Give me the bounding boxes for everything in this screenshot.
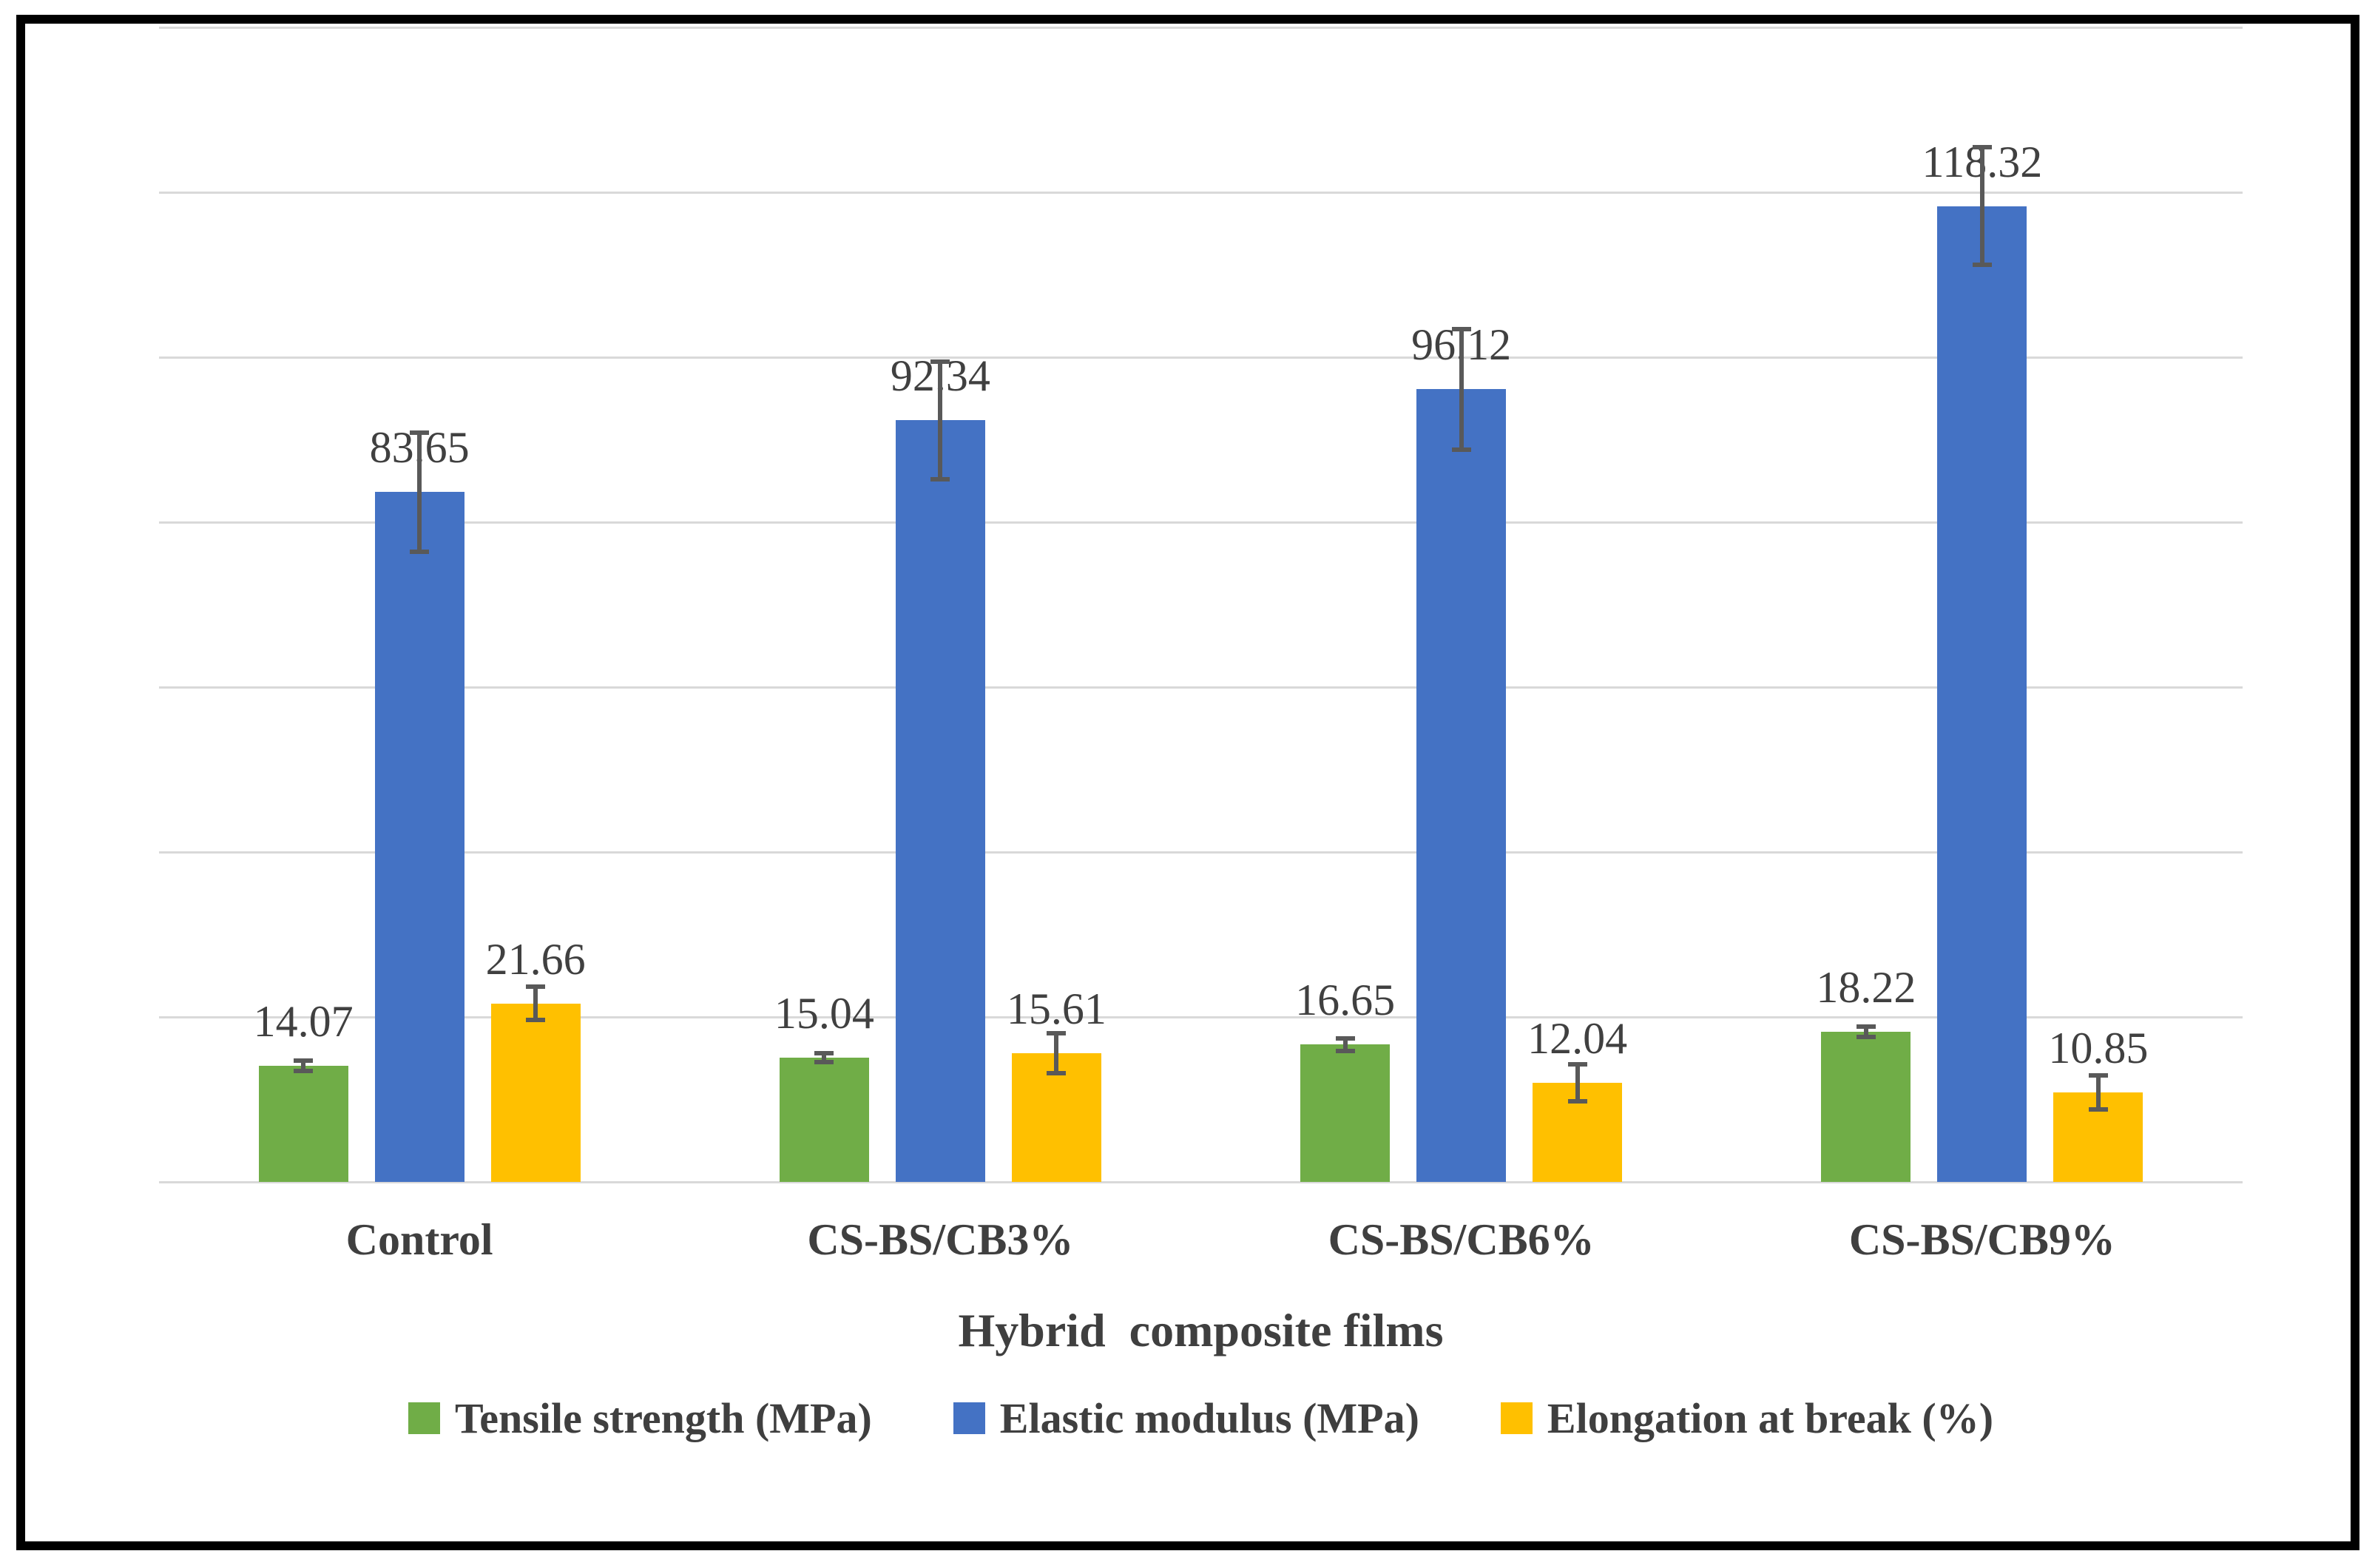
gridline bbox=[159, 1180, 2243, 1183]
error-bar-stem bbox=[1054, 1030, 1059, 1076]
error-bar-cap bbox=[1047, 1071, 1067, 1076]
error-bar-cap bbox=[1047, 1030, 1067, 1035]
error-bar bbox=[1047, 1030, 1067, 1076]
data-label: 16.65 bbox=[1295, 976, 1396, 1025]
legend-swatch bbox=[1500, 1402, 1533, 1435]
error-bar bbox=[410, 430, 430, 554]
bar bbox=[1300, 1044, 1391, 1182]
bar bbox=[1416, 389, 1507, 1182]
bar bbox=[895, 420, 985, 1182]
data-label: 14.07 bbox=[253, 997, 354, 1047]
error-bar-stem bbox=[1863, 1024, 1868, 1039]
data-label: 12.04 bbox=[1527, 1013, 1628, 1063]
x-axis-category-labels: Control CS-BS/CB3% CS-BS/CB6% CS-BS/CB9% bbox=[159, 1214, 2243, 1265]
legend-swatch bbox=[408, 1402, 440, 1435]
error-bar-cap bbox=[410, 549, 430, 554]
data-label: 18.22 bbox=[1816, 962, 1916, 1012]
error-bar-stem bbox=[417, 430, 422, 554]
error-bar bbox=[1972, 145, 1992, 268]
data-label: 10.85 bbox=[2048, 1024, 2149, 1073]
error-bar-cap bbox=[1972, 145, 1992, 150]
bar-group: 15.04 92.34 15.61 bbox=[680, 27, 1200, 1182]
gridline bbox=[159, 191, 2243, 194]
error-bar-cap bbox=[814, 1060, 834, 1065]
error-bar-stem bbox=[1342, 1036, 1348, 1053]
legend-label: Elongation at break (%) bbox=[1547, 1394, 1994, 1442]
error-bar-cap bbox=[410, 430, 430, 435]
error-bar-cap bbox=[2088, 1073, 2108, 1078]
category-label: CS-BS/CB6% bbox=[1328, 1215, 1595, 1264]
error-bar-cap bbox=[294, 1069, 314, 1074]
error-bar bbox=[814, 1051, 834, 1065]
chart-frame-border bbox=[16, 15, 2359, 1550]
error-bar-cap bbox=[814, 1051, 834, 1056]
legend-item: Elastic modulus (MPa) bbox=[953, 1395, 1419, 1442]
plot-area: 14.07 83.65 21.66 15.04 92.34 15.61 16.65 96.12… bbox=[159, 26, 2243, 1183]
legend-item: Tensile strength (MPa) bbox=[408, 1395, 872, 1442]
error-bar bbox=[2088, 1073, 2108, 1112]
category-label: CS-BS/CB9% bbox=[1848, 1215, 2115, 1264]
legend-label: Tensile strength (MPa) bbox=[454, 1394, 872, 1442]
error-bar-cap bbox=[294, 1058, 314, 1064]
category-label: CS-BS/CB3% bbox=[807, 1215, 1074, 1264]
error-bar bbox=[1335, 1036, 1355, 1053]
error-bar-cap bbox=[1567, 1061, 1587, 1067]
bar bbox=[258, 1066, 348, 1182]
error-bar-cap bbox=[1856, 1034, 1876, 1039]
error-bar-stem bbox=[822, 1051, 827, 1065]
error-bar bbox=[930, 359, 950, 481]
bar bbox=[490, 1003, 581, 1182]
error-bar-cap bbox=[1567, 1098, 1587, 1104]
gridline bbox=[159, 356, 2243, 359]
bar bbox=[1821, 1031, 1911, 1182]
x-axis-title: Hybrid composite films bbox=[958, 1304, 1444, 1356]
error-bar-cap bbox=[930, 476, 950, 481]
gridline bbox=[159, 686, 2243, 689]
category-label: Control bbox=[345, 1215, 493, 1264]
bar-group: 16.65 96.12 12.04 bbox=[1201, 27, 1722, 1182]
bar bbox=[1937, 206, 2027, 1182]
error-bar bbox=[526, 984, 546, 1023]
error-bar-stem bbox=[1979, 145, 1984, 268]
error-bar bbox=[1567, 1061, 1587, 1104]
gridline bbox=[159, 851, 2243, 854]
legend: Tensile strength (MPa) Elastic modulus (M… bbox=[159, 1395, 2243, 1442]
legend-item: Elongation at break (%) bbox=[1500, 1394, 1994, 1442]
error-bar bbox=[294, 1058, 314, 1074]
error-bar bbox=[1856, 1024, 1876, 1039]
bar bbox=[779, 1058, 869, 1182]
error-bar bbox=[1451, 326, 1471, 453]
bar-group: 14.07 83.65 21.66 bbox=[159, 27, 680, 1182]
gridline bbox=[159, 521, 2243, 524]
error-bar-stem bbox=[533, 984, 538, 1023]
error-bar-cap bbox=[1451, 326, 1471, 331]
gridline bbox=[159, 26, 2243, 29]
error-bar-cap bbox=[930, 359, 950, 364]
error-bar-cap bbox=[526, 984, 546, 989]
legend-swatch bbox=[953, 1402, 985, 1435]
error-bar-stem bbox=[938, 359, 943, 481]
gridline bbox=[159, 1016, 2243, 1018]
data-label: 15.04 bbox=[774, 989, 874, 1038]
error-bar-cap bbox=[1335, 1036, 1355, 1041]
error-bar-stem bbox=[1575, 1061, 1580, 1104]
error-bar-cap bbox=[1451, 447, 1471, 453]
bar bbox=[374, 492, 464, 1182]
error-bar-cap bbox=[1972, 263, 1992, 268]
data-label: 15.61 bbox=[1006, 984, 1107, 1033]
error-bar-cap bbox=[526, 1018, 546, 1023]
error-bar-cap bbox=[2088, 1106, 2108, 1112]
error-bar-cap bbox=[1856, 1024, 1876, 1029]
error-bar-stem bbox=[301, 1058, 306, 1074]
error-bar-stem bbox=[2095, 1073, 2101, 1112]
bar-group: 18.22 118.32 10.85 bbox=[1722, 27, 2243, 1182]
legend-label: Elastic modulus (MPa) bbox=[999, 1394, 1419, 1442]
error-bar-stem bbox=[1459, 326, 1464, 453]
data-label: 21.66 bbox=[485, 934, 586, 984]
error-bar-cap bbox=[1335, 1048, 1355, 1053]
